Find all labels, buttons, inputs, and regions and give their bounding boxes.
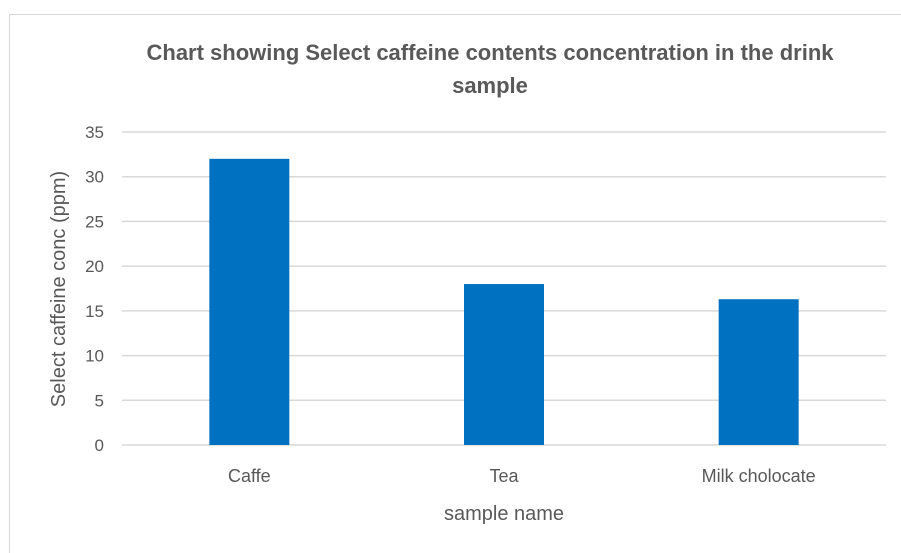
x-category-label: Tea (489, 466, 519, 486)
y-tick-label: 5 (95, 391, 104, 410)
bar-milk-cholocate (718, 299, 799, 445)
chart-frame (9, 14, 901, 553)
bars (209, 158, 799, 446)
y-tick-label: 35 (85, 123, 104, 142)
x-axis-title: sample name (444, 503, 564, 525)
y-tick-label: 25 (85, 212, 104, 231)
bar-tea (464, 284, 544, 445)
y-tick-label: 30 (85, 168, 104, 187)
bar-caffe (209, 158, 290, 446)
x-category-label: Caffe (228, 466, 271, 486)
y-tick-label: 15 (85, 302, 104, 321)
y-axis-title: Select caffeine conc (ppm) (48, 171, 70, 407)
y-tick-labels: 0 5 10 15 20 25 30 35 (85, 123, 104, 455)
y-tick-label: 20 (85, 257, 104, 276)
chart-title: Chart showing Select caffeine contents c… (146, 40, 834, 98)
y-tick-label: 0 (95, 436, 104, 455)
y-tick-label: 10 (85, 347, 104, 366)
x-category-label: Milk cholocate (702, 466, 816, 486)
x-category-labels: Caffe Tea Milk cholocate (228, 466, 816, 486)
